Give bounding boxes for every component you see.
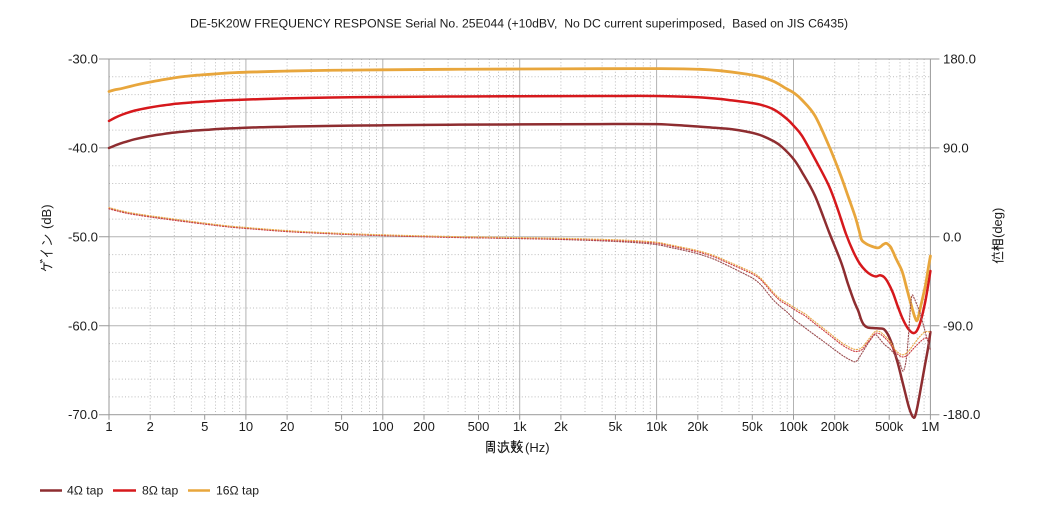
svg-text:-90.0: -90.0 [943,318,973,333]
svg-text:20k: 20k [687,419,708,434]
svg-text:10: 10 [239,419,253,434]
svg-text:50: 50 [334,419,348,434]
svg-text:8Ω tap: 8Ω tap [142,484,178,498]
svg-text:180.0: 180.0 [943,52,976,67]
svg-text:10k: 10k [646,419,667,434]
svg-text:5k: 5k [609,419,623,434]
svg-text:(Hz): (Hz) [525,440,550,455]
svg-text:500k: 500k [875,419,904,434]
svg-text:500: 500 [468,419,490,434]
svg-text:(deg): (deg) [990,208,1005,238]
svg-text:90.0: 90.0 [943,140,969,155]
svg-text:-30.0: -30.0 [68,52,98,67]
svg-text:(dB): (dB) [39,204,54,229]
svg-text:2: 2 [147,419,154,434]
svg-text:0.0: 0.0 [943,229,961,244]
svg-text:1M: 1M [921,419,939,434]
svg-text:1k: 1k [513,419,527,434]
svg-text:100: 100 [372,419,394,434]
svg-text:200: 200 [413,419,435,434]
svg-text:-40.0: -40.0 [68,140,98,155]
svg-text:-60.0: -60.0 [68,318,98,333]
svg-text:-70.0: -70.0 [68,407,98,422]
svg-text:1: 1 [105,419,112,434]
svg-text:2k: 2k [554,419,568,434]
svg-text:16Ω tap: 16Ω tap [216,484,259,498]
svg-text:4Ω tap: 4Ω tap [67,484,103,498]
svg-text:50k: 50k [742,419,763,434]
svg-text:5: 5 [201,419,208,434]
svg-text:200k: 200k [821,419,850,434]
svg-text:-180.0: -180.0 [943,407,980,422]
svg-text:DE-5K20W FREQUENCY RESPONSE Se: DE-5K20W FREQUENCY RESPONSE Serial No. 2… [190,17,848,31]
svg-text:20: 20 [280,419,294,434]
svg-text:-50.0: -50.0 [68,229,98,244]
svg-text:100k: 100k [779,419,808,434]
